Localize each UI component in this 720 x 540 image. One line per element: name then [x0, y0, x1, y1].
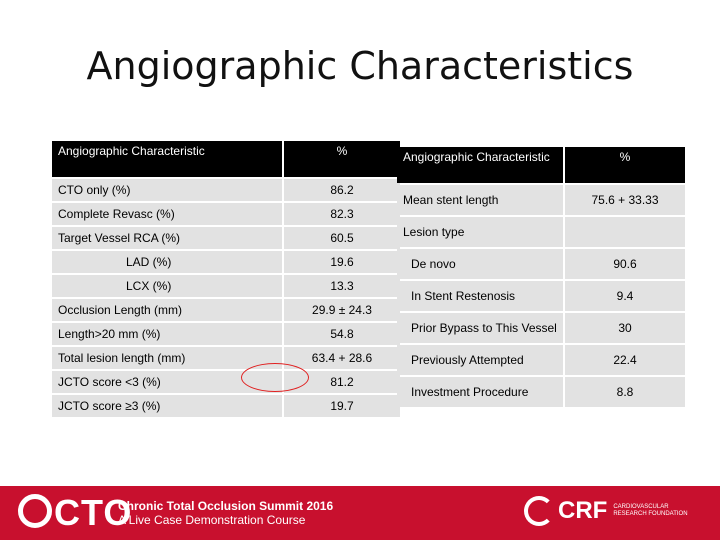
crf-logo: CRF CARDIOVASCULAR RESEARCH FOUNDATION [524, 496, 703, 526]
footer-banner: CTO Chronic Total Occlusion Summit 2016 … [0, 486, 720, 540]
table-row-value: 8.8 [565, 377, 685, 407]
table-row-label: Length>20 mm (%) [52, 323, 282, 345]
table-row-value: 13.3 [284, 275, 400, 297]
table-row-label: Total lesion length (mm) [52, 347, 282, 369]
table-row-value: 19.7 [284, 395, 400, 417]
left-header-characteristic: Angiographic Characteristic [52, 141, 282, 177]
table-row-label: In Stent Restenosis [397, 281, 563, 311]
footer-line1: Chronic Total Occlusion Summit 2016 [118, 499, 334, 513]
table-row-label: Occlusion Length (mm) [52, 299, 282, 321]
table-row-value: 29.9 ± 24.3 [284, 299, 400, 321]
table-row-value: 9.4 [565, 281, 685, 311]
table-row-value: 19.6 [284, 251, 400, 273]
table-row-label: Mean stent length [397, 185, 563, 215]
table-row-value: 63.4 + 28.6 [284, 347, 400, 369]
left-header-percent: % [284, 141, 400, 177]
table-row-label: LCX (%) [52, 275, 282, 297]
table-row-value: 82.3 [284, 203, 400, 225]
table-row-value: 86.2 [284, 179, 400, 201]
table-row-value: 90.6 [565, 249, 685, 279]
slide-title: Angiographic Characteristics [86, 44, 634, 88]
right-header-characteristic: Angiographic Characteristic [397, 147, 563, 183]
footer-summit-text: Chronic Total Occlusion Summit 2016 A Li… [118, 499, 333, 527]
left-table: Angiographic Characteristic % CTO only (… [50, 139, 402, 419]
table-row-label: Lesion type [397, 217, 563, 247]
table-row-value: 54.8 [284, 323, 400, 345]
table-row-value [565, 217, 685, 247]
crf-name: CRF [558, 497, 608, 524]
table-row-label: JCTO score <3 (%) [52, 371, 282, 393]
table-row-value: 30 [565, 313, 685, 343]
right-table: Angiographic Characteristic % Mean stent… [395, 145, 687, 409]
table-row-value: 22.4 [565, 345, 685, 375]
highlight-circle [241, 363, 309, 392]
table-row-value: 60.5 [284, 227, 400, 249]
table-row-label: Complete Revasc (%) [52, 203, 282, 225]
table-row-label: CTO only (%) [52, 179, 282, 201]
table-row-label: Prior Bypass to This Vessel [397, 313, 563, 343]
table-row-label: Investment Procedure [397, 377, 563, 407]
table-row-value: 75.6 + 33.33 [565, 185, 685, 215]
circle-icon [18, 494, 52, 528]
crf-swirl-icon [524, 496, 554, 526]
cto-logo: CTO [18, 492, 132, 534]
table-row-label: JCTO score ≥3 (%) [52, 395, 282, 417]
table-row-label: Target Vessel RCA (%) [52, 227, 282, 249]
table-row-value: 81.2 [284, 371, 400, 393]
table-row-label: LAD (%) [52, 251, 282, 273]
table-row-label: De novo [397, 249, 563, 279]
right-header-percent: % [565, 147, 685, 183]
crf-subtitle: CARDIOVASCULAR RESEARCH FOUNDATION [613, 504, 688, 517]
table-row-label: Previously Attempted [397, 345, 563, 375]
footer-line2: A Live Case Demonstration Course [118, 513, 306, 527]
